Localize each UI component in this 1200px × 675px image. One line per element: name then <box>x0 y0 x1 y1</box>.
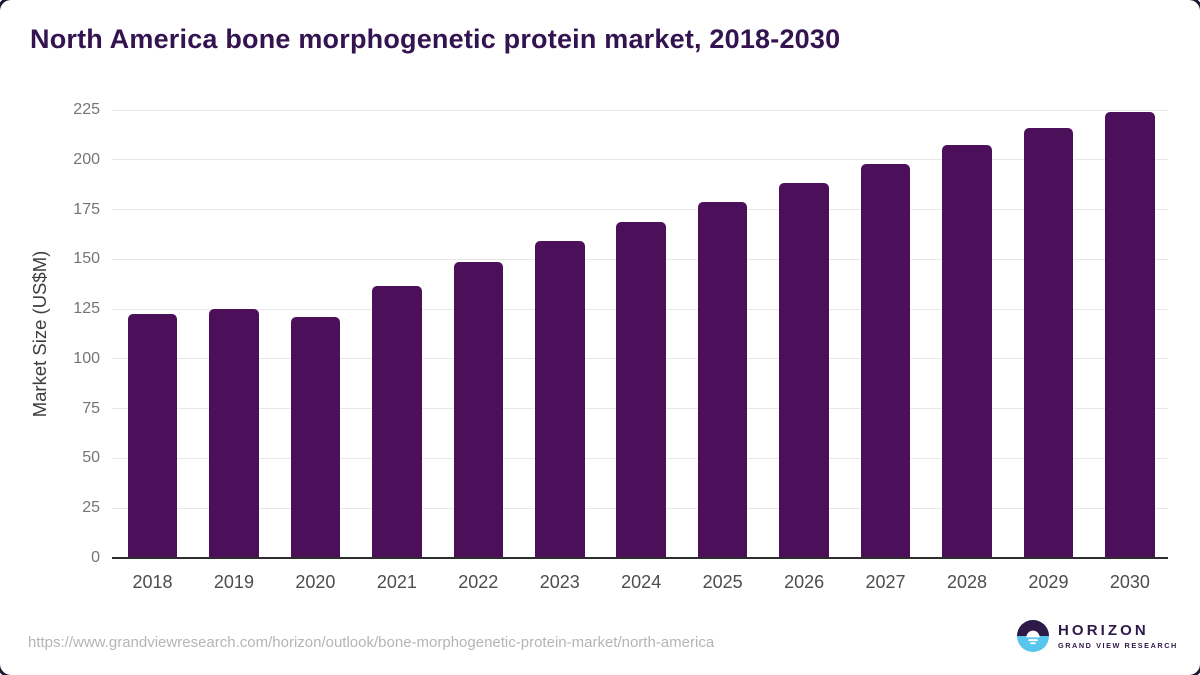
x-tick-label: 2028 <box>946 572 988 592</box>
x-tick-label: 2021 <box>376 572 417 592</box>
bar-2022 <box>453 262 504 558</box>
chart-title: North America bone morphogenetic protein… <box>30 24 841 54</box>
y-tick-label: 75 <box>82 399 100 417</box>
x-tick-label: 2026 <box>784 572 825 592</box>
bar-2028 <box>942 144 992 558</box>
x-tick-label: 2029 <box>1028 572 1069 592</box>
x-tick-label: 2018 <box>132 572 173 592</box>
horizon-sun-icon <box>1017 620 1049 652</box>
bar-2030 <box>1105 111 1155 558</box>
x-tick-label: 2024 <box>621 572 662 592</box>
x-tick-label: 2025 <box>702 572 743 592</box>
y-tick-label: 50 <box>82 449 100 467</box>
bar-2024 <box>616 221 666 558</box>
y-tick-label: 25 <box>82 499 100 517</box>
bar-2018 <box>127 314 178 558</box>
x-tick-label: 2020 <box>295 572 336 592</box>
y-tick-label: 175 <box>73 200 100 218</box>
bar-2019 <box>209 309 259 558</box>
bar-2020 <box>290 317 341 558</box>
y-tick-label: 200 <box>73 150 100 168</box>
y-tick-label: 125 <box>73 300 100 318</box>
y-tick-label: 150 <box>73 250 100 268</box>
horizon-logo: HORIZON GRAND VIEW RESEARCH <box>1017 620 1178 652</box>
bar-2026 <box>779 182 829 558</box>
x-tick-label: 2019 <box>213 572 254 592</box>
bar-2027 <box>860 163 911 558</box>
x-tick-label: 2023 <box>539 572 580 592</box>
bar-2029 <box>1023 127 1074 558</box>
logo-text-block: HORIZON GRAND VIEW RESEARCH <box>1058 621 1178 650</box>
bar-2021 <box>372 286 422 558</box>
y-axis-title: Market Size (US$M) <box>29 250 50 418</box>
x-tick-label: 2027 <box>865 572 906 592</box>
y-tick-label: 100 <box>73 349 100 367</box>
gridline-225 <box>112 109 1168 111</box>
x-axis-line <box>112 557 1168 559</box>
source-url-text: https://www.grandviewresearch.com/horizo… <box>28 634 715 651</box>
x-tick-label: 2022 <box>458 572 499 592</box>
gridline-175 <box>112 209 1168 211</box>
logo-subtitle: GRAND VIEW RESEARCH <box>1058 640 1178 650</box>
bar-2025 <box>697 201 748 558</box>
gridline-200 <box>112 159 1168 161</box>
bar-2023 <box>535 241 585 558</box>
y-tick-label: 225 <box>73 101 100 118</box>
x-tick-label: 2030 <box>1109 572 1150 592</box>
logo-name: HORIZON <box>1058 621 1149 639</box>
y-tick-label: 0 <box>91 549 100 566</box>
